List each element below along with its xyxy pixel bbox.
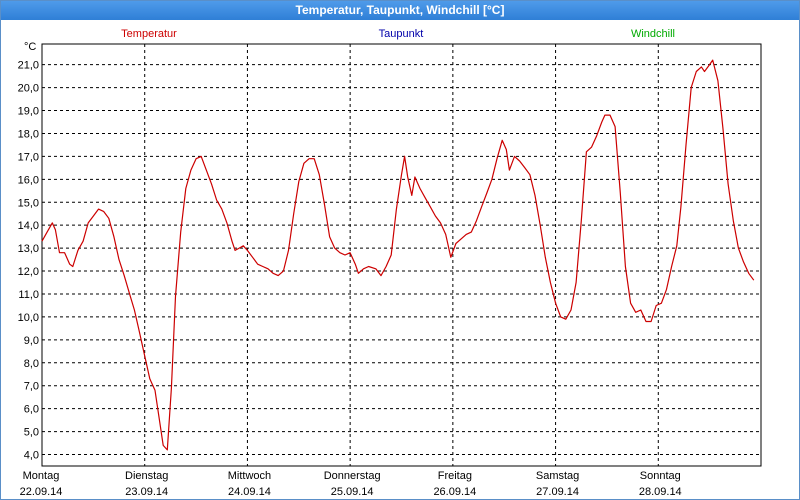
y-tick-label: 19,0 xyxy=(18,106,39,118)
legend-taupunkt: Taupunkt xyxy=(379,28,424,40)
y-tick-label: 15,0 xyxy=(18,197,39,209)
y-tick-label: 6,0 xyxy=(24,404,39,416)
temperature-chart: 4,0 5,0 6,0 7,0 8,0 9,0 10,0 11,0 12,0 13,0 14,0 15… xyxy=(18,28,762,498)
x-tick-date-label: 28.09.14 xyxy=(639,486,682,498)
series-layer xyxy=(41,59,755,451)
plot-area xyxy=(41,43,762,467)
vertical-gridlines xyxy=(144,44,659,466)
y-axis-unit-label: °C xyxy=(24,41,36,53)
x-tick-date-label: 24.09.14 xyxy=(228,486,271,498)
x-axis-ticks: Montag 22.09.14 Dienstag 23.09.14 Mittwoch 24… xyxy=(20,470,682,498)
x-tick-date-label: 25.09.14 xyxy=(331,486,374,498)
x-tick-date-label: 27.09.14 xyxy=(536,486,579,498)
y-tick-label: 7,0 xyxy=(24,381,39,393)
y-tick-label: 10,0 xyxy=(18,312,39,324)
x-tick-day-label: Donnerstag xyxy=(324,470,381,482)
y-tick-label: 4,0 xyxy=(24,450,39,462)
x-tick-day-label: Samstag xyxy=(536,470,579,482)
x-tick-day-label: Dienstag xyxy=(125,470,168,482)
x-tick-day-label: Mittwoch xyxy=(228,470,271,482)
x-tick-date-label: 22.09.14 xyxy=(20,486,63,498)
x-tick-day-label: Sonntag xyxy=(640,470,681,482)
y-tick-label: 17,0 xyxy=(18,151,39,163)
x-tick-day-label: Montag xyxy=(23,470,60,482)
y-tick-label: 18,0 xyxy=(18,128,39,140)
y-tick-label: 9,0 xyxy=(24,335,39,347)
y-tick-label: 8,0 xyxy=(24,358,39,370)
y-tick-label: 5,0 xyxy=(24,427,39,439)
series-line-temperatur xyxy=(41,59,755,451)
x-tick-date-label: 26.09.14 xyxy=(433,486,476,498)
window-title: Temperatur, Taupunkt, Windchill [°C] xyxy=(1,1,799,20)
y-tick-label: 16,0 xyxy=(18,174,39,186)
y-tick-label: 14,0 xyxy=(18,220,39,232)
y-axis-ticks: 4,0 5,0 6,0 7,0 8,0 9,0 10,0 11,0 12,0 13,0 14,0 15… xyxy=(18,60,39,462)
y-tick-label: 13,0 xyxy=(18,243,39,255)
y-tick-label: 12,0 xyxy=(18,266,39,278)
y-tick-label: 11,0 xyxy=(18,289,39,301)
x-tick-date-label: 23.09.14 xyxy=(125,486,168,498)
y-tick-label: 21,0 xyxy=(18,60,39,72)
y-tick-label: 20,0 xyxy=(18,83,39,95)
legend-temperatur: Temperatur xyxy=(121,28,177,40)
x-tick-day-label: Freitag xyxy=(438,470,472,482)
legend-windchill: Windchill xyxy=(631,28,675,40)
